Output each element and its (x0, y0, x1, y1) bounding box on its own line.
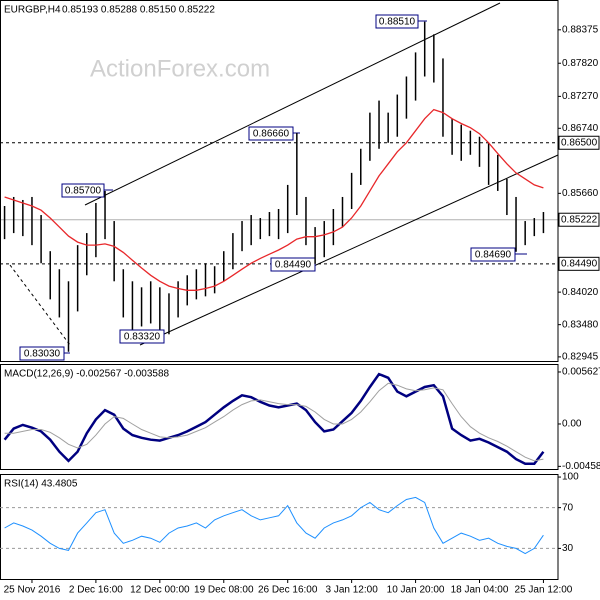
pane-title: EURGBP,H4 (4, 5, 61, 16)
annotation-label: 0.86660 (253, 129, 290, 140)
channel-upper (84, 2, 501, 206)
y-tick-label: -0.004586 (562, 461, 600, 472)
indicator-line (3, 372, 545, 465)
y-tick-label: 0.87270 (562, 91, 599, 102)
pane-frame (0, 474, 559, 580)
annotation: 0.88510 (375, 14, 419, 29)
annotation-label: 0.83030 (24, 349, 61, 360)
x-tick-label: 3 Jan 12:00 (326, 585, 379, 596)
moving-average (4, 108, 544, 291)
pane-subtitle: 0.85193 0.85288 0.85150 0.85222 (62, 5, 215, 16)
x-tick-label: 10 Jan 20:00 (387, 585, 445, 596)
y-tick-label: 0.82945 (562, 352, 599, 363)
trend-dashed (9, 264, 71, 346)
y-tick-label: 0.86740 (562, 123, 599, 134)
annotation: 0.83030 (19, 346, 65, 361)
channel-lower (139, 154, 559, 346)
annotation-label: 0.84690 (475, 250, 512, 261)
x-tick-label: 25 Jan 12:00 (515, 585, 573, 596)
y-tick-label: 30 (562, 543, 574, 554)
annotation: 0.83320 (119, 329, 165, 344)
pane-frame (0, 0, 559, 362)
annotation: 0.84690 (470, 247, 516, 262)
y-tick-label: 0.83480 (562, 319, 599, 330)
annotation: 0.84490 (270, 257, 316, 272)
level-box (558, 135, 600, 150)
y-tick-label: 100 (562, 472, 579, 483)
x-tick-label: 18 Jan 04:00 (451, 585, 509, 596)
annotation-label: 0.85700 (65, 186, 102, 197)
annotation-label: 0.84490 (275, 260, 312, 271)
level-box (558, 256, 600, 271)
pane-title: MACD(12,26,9) -0.002567 -0.003588 (4, 369, 170, 380)
x-tick-label: 19 Dec 08:00 (194, 585, 254, 596)
x-tick-label: 12 Dec 00:00 (130, 585, 190, 596)
y-tick-label: 0.00 (562, 419, 582, 430)
x-tick-label: 25 Nov 2016 (4, 585, 61, 596)
x-tick-label: 2 Dec 16:00 (69, 585, 123, 596)
y-tick-label: 0.88375 (562, 24, 599, 35)
trend-lines (9, 2, 559, 346)
annotation-label: 0.88510 (379, 17, 416, 28)
y-tick-label: 0.87820 (562, 58, 599, 69)
pane-frame (0, 364, 559, 470)
level-label: 0.86500 (561, 137, 598, 148)
y-tick-label: 0.85660 (562, 188, 599, 199)
annotation: 0.85700 (61, 183, 105, 198)
indicator-line (4, 382, 544, 462)
indicator-line (4, 496, 544, 555)
annotations (64, 20, 527, 354)
last-price-box (558, 212, 600, 227)
last-price-label: 0.85222 (561, 214, 598, 225)
annotation-label: 0.83320 (124, 332, 161, 343)
level-label: 0.84490 (561, 258, 598, 269)
y-tick-label: 0.005627 (562, 367, 600, 378)
watermark: ActionForex.com (90, 55, 270, 82)
pane-title: RSI(14) 43.4805 (4, 479, 78, 490)
y-tick-label: 70 (562, 502, 574, 513)
annotation: 0.86660 (248, 126, 294, 141)
y-tick-label: 0.84020 (562, 287, 599, 298)
x-tick-label: 26 Dec 16:00 (258, 585, 318, 596)
